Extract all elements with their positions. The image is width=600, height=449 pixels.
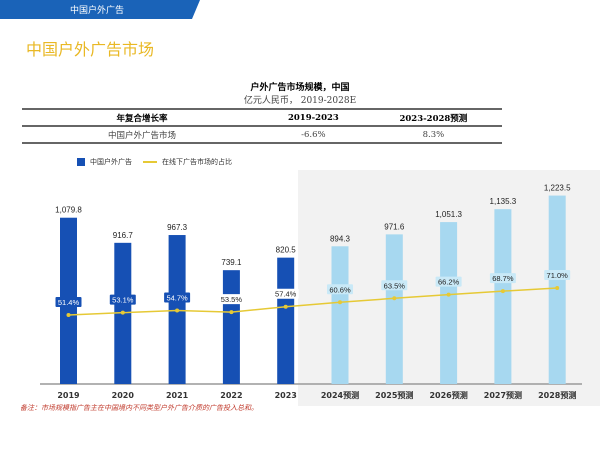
share-value-label: 57.4%	[275, 290, 297, 299]
share-label-box	[164, 292, 191, 303]
share-point	[229, 310, 234, 315]
bar-value-label: 971.6	[384, 222, 405, 231]
share-label-box	[435, 276, 462, 287]
share-value-label: 53.1%	[112, 296, 134, 305]
share-point	[446, 292, 451, 297]
legend-label: 中国户外广告	[90, 158, 132, 166]
chart-subtitle: 亿元人民币， 2019-2028E	[243, 96, 357, 106]
share-value-label: 68.7%	[492, 274, 514, 283]
footnote: 备注：市场规模指广告主在中国境内不同类型户外广告介质的广告投入总和。	[20, 404, 258, 412]
share-point	[392, 296, 397, 301]
share-label-box	[218, 294, 245, 305]
chart-title: 户外广告市场规模，中国	[250, 83, 350, 93]
share-point	[175, 308, 180, 313]
bar-value-label: 820.5	[276, 246, 297, 255]
share-label-box	[544, 269, 571, 280]
x-tick-label: 2028预测	[538, 390, 576, 400]
share-label-box	[381, 280, 408, 291]
share-value-label: 63.5%	[384, 281, 406, 290]
bar	[494, 209, 512, 384]
x-tick-label: 2026预测	[429, 390, 467, 400]
share-point	[500, 289, 505, 294]
x-tick-label: 2020	[112, 391, 135, 400]
legend-swatch-bar	[77, 158, 85, 166]
x-tick-label: 2021	[166, 391, 189, 400]
table-cell: 8.3%	[364, 126, 502, 144]
cagr-table: 年复合增长率 2019-2023 2023-2028预测 中国户外广告市场 -6.6%…	[22, 108, 502, 144]
share-label-box	[272, 288, 299, 299]
table-header-row: 年复合增长率 2019-2023 2023-2028预测	[22, 108, 502, 127]
bar-value-label: 1,079.8	[55, 206, 82, 215]
share-value-label: 66.2%	[438, 278, 460, 287]
share-point	[66, 313, 71, 317]
table-header: 年复合增长率	[22, 108, 262, 127]
table-cell: 中国户外广告市场	[22, 126, 262, 144]
share-label-box	[489, 273, 516, 284]
page-title: 中国户外广告市场	[26, 40, 155, 59]
x-tick-label: 2022	[220, 391, 242, 400]
x-tick-label: 2019	[57, 391, 80, 400]
share-label-box	[55, 297, 82, 307]
share-point	[283, 304, 288, 309]
share-point	[338, 300, 342, 305]
bar-value-label: 1,051.3	[435, 210, 462, 219]
share-value-label: 60.6%	[329, 285, 351, 294]
bar	[331, 246, 349, 384]
x-tick-label: 2023	[275, 391, 297, 400]
x-tick-label: 2024预测	[321, 390, 359, 400]
x-tick-label: 2027预测	[484, 390, 522, 400]
share-value-label: 51.4%	[58, 298, 80, 307]
bar	[385, 234, 403, 384]
table-cell: -6.6%	[262, 126, 365, 144]
legend-label: 在线下广告市场的占比	[162, 158, 232, 166]
share-label-box	[109, 294, 136, 305]
share-label-box	[327, 284, 353, 295]
bar-value-label: 967.3	[167, 223, 188, 232]
share-point	[120, 310, 125, 315]
bar	[222, 270, 240, 384]
bar-value-label: 1,223.5	[544, 184, 571, 193]
share-line	[68, 287, 558, 316]
bar-value-label: 894.3	[330, 234, 351, 243]
share-value-label: 71.0%	[547, 271, 569, 280]
section-label: 中国户外广告	[70, 6, 125, 16]
section-banner: 中国户外广告	[0, 0, 200, 19]
table-header: 2019-2023	[262, 108, 365, 127]
table-row: 中国户外广告市场 -6.6% 8.3%	[22, 126, 502, 144]
share-point	[555, 285, 560, 290]
share-value-label: 54.7%	[166, 293, 188, 302]
legend: 中国户外广告 在线下广告市场的占比	[77, 157, 232, 167]
bar	[440, 222, 458, 384]
bar-value-label: 1,135.3	[490, 197, 517, 206]
bar	[277, 257, 295, 384]
table-header: 2023-2028预测	[364, 108, 502, 127]
bar-value-label: 916.7	[113, 231, 134, 240]
bar-value-label: 739.1	[221, 258, 242, 267]
legend-swatch-line	[143, 161, 157, 163]
x-tick-label: 2025预测	[375, 390, 413, 400]
share-value-label: 53.5%	[221, 295, 243, 304]
